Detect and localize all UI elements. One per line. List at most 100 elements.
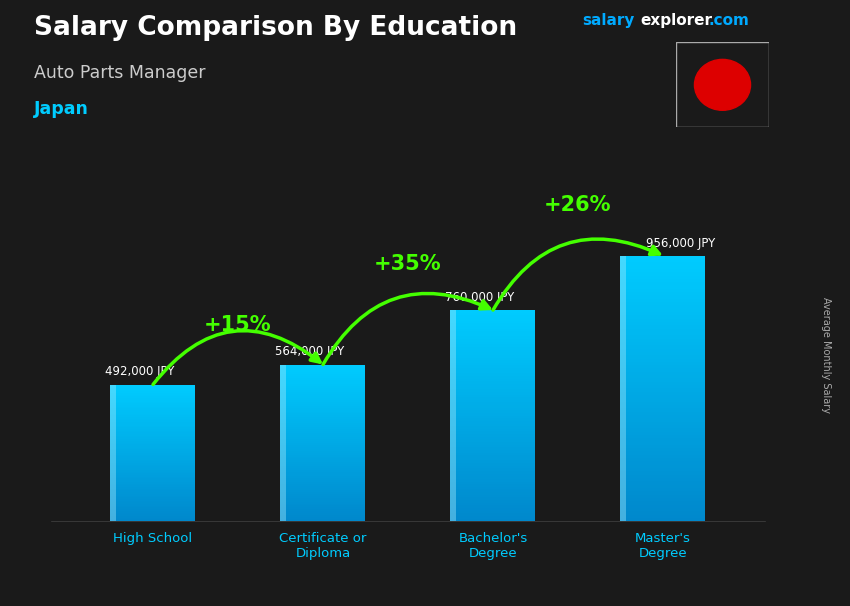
Bar xyxy=(110,468,196,470)
Bar xyxy=(450,400,536,402)
Bar xyxy=(620,382,706,385)
Bar xyxy=(620,491,706,494)
Bar xyxy=(620,422,706,425)
Bar xyxy=(280,439,366,441)
Bar xyxy=(110,425,196,427)
Bar xyxy=(110,488,196,490)
Bar xyxy=(620,308,706,312)
Bar xyxy=(110,461,196,463)
Bar xyxy=(620,345,706,348)
Bar xyxy=(450,365,536,368)
Bar xyxy=(110,396,196,398)
Bar xyxy=(110,391,196,393)
Bar xyxy=(620,465,706,468)
Bar xyxy=(110,451,196,453)
Bar xyxy=(280,396,366,398)
Bar xyxy=(450,379,536,381)
Bar xyxy=(620,508,706,511)
Bar xyxy=(450,503,536,505)
Bar xyxy=(450,352,536,355)
Bar xyxy=(280,423,366,425)
Text: Japan: Japan xyxy=(34,100,89,118)
Bar xyxy=(110,386,196,388)
Bar xyxy=(110,490,196,492)
Bar xyxy=(280,364,286,521)
Bar xyxy=(450,429,536,431)
Bar xyxy=(280,456,366,459)
Bar xyxy=(450,416,536,418)
Bar xyxy=(620,372,706,375)
Bar xyxy=(620,256,706,259)
Bar xyxy=(450,466,536,468)
Bar xyxy=(620,335,706,339)
Bar xyxy=(620,405,706,408)
Bar xyxy=(110,424,196,425)
Bar xyxy=(620,408,706,411)
Bar xyxy=(110,395,196,396)
Bar xyxy=(110,422,196,424)
Bar xyxy=(110,514,196,516)
Bar xyxy=(110,448,196,450)
Bar xyxy=(450,358,536,360)
Bar xyxy=(450,387,536,389)
Bar xyxy=(620,398,706,402)
Bar xyxy=(620,355,706,359)
Bar xyxy=(280,484,366,486)
Bar xyxy=(620,332,706,335)
Bar xyxy=(280,382,366,384)
Bar xyxy=(280,519,366,521)
Bar xyxy=(280,518,366,519)
Bar xyxy=(450,321,536,323)
Bar xyxy=(280,388,366,390)
Bar xyxy=(620,481,706,485)
Bar xyxy=(620,312,706,315)
Bar xyxy=(450,339,536,342)
Bar xyxy=(110,421,196,422)
Bar xyxy=(450,474,536,476)
Bar xyxy=(620,365,706,368)
Bar xyxy=(450,484,536,487)
Bar xyxy=(110,410,196,412)
Bar xyxy=(280,392,366,394)
Bar xyxy=(280,459,366,461)
FancyArrowPatch shape xyxy=(323,293,490,364)
Bar xyxy=(620,269,706,272)
Bar xyxy=(450,328,536,331)
Bar xyxy=(110,431,196,432)
Bar xyxy=(110,419,196,421)
Bar xyxy=(450,458,536,461)
Bar xyxy=(280,494,366,496)
Bar xyxy=(450,344,536,347)
Bar xyxy=(280,408,366,410)
Bar xyxy=(620,339,706,342)
Bar xyxy=(620,368,706,372)
Bar xyxy=(110,519,196,521)
Bar xyxy=(620,498,706,501)
Bar xyxy=(620,352,706,355)
Bar xyxy=(280,496,366,498)
Bar xyxy=(450,392,536,395)
Bar xyxy=(450,381,536,384)
Bar xyxy=(620,451,706,454)
Bar xyxy=(110,453,196,454)
Bar xyxy=(620,514,706,518)
Bar xyxy=(280,505,366,507)
Bar xyxy=(280,486,366,488)
Bar xyxy=(280,404,366,405)
Bar xyxy=(620,388,706,391)
Bar xyxy=(110,501,196,502)
Bar xyxy=(450,421,536,424)
Bar xyxy=(110,496,196,498)
Bar xyxy=(280,433,366,435)
Bar xyxy=(450,461,536,463)
Bar xyxy=(110,415,196,417)
Bar xyxy=(110,407,196,408)
Text: Salary Comparison By Education: Salary Comparison By Education xyxy=(34,15,517,41)
Bar xyxy=(110,402,196,404)
Bar xyxy=(450,318,536,321)
Bar xyxy=(110,482,196,484)
Bar xyxy=(110,408,196,410)
Bar xyxy=(280,474,366,476)
Bar xyxy=(620,418,706,422)
Bar xyxy=(620,438,706,442)
